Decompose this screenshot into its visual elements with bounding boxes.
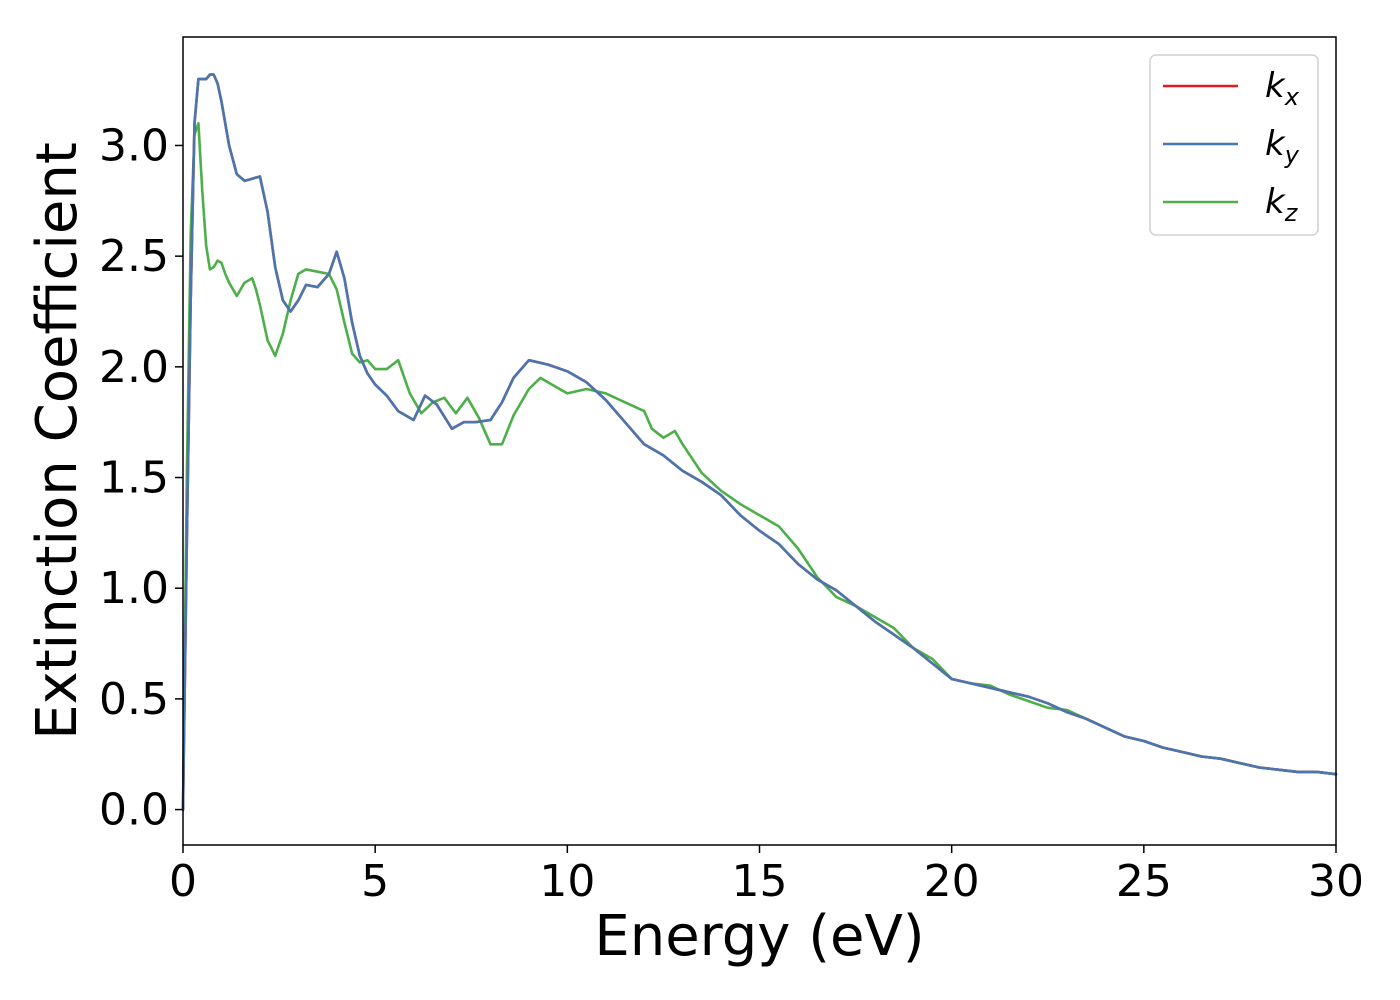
legend-label-x: kx <box>1265 66 1300 111</box>
x-tick-label: 15 <box>732 856 788 907</box>
series-layer <box>181 73 1338 811</box>
x-tick-label: 0 <box>169 856 197 907</box>
x-tick-label: 30 <box>1308 856 1364 907</box>
x-axis: 0 5 10 15 20 25 30 <box>169 845 1364 907</box>
series-line-y <box>181 73 1338 811</box>
y-tick-label: 1.0 <box>99 563 169 614</box>
legend-label-z: kz <box>1265 182 1299 227</box>
x-axis-title: Energy (eV) <box>594 904 924 969</box>
x-tick-label: 10 <box>539 856 595 907</box>
series-line-z <box>181 122 1338 811</box>
x-tick-label: 20 <box>924 856 980 907</box>
y-tick-label: 2.5 <box>99 231 169 282</box>
y-axis-title: Extinction Coefficient <box>25 142 90 740</box>
legend: kx ky kz <box>1149 54 1319 236</box>
y-tick-label: 3.0 <box>99 120 169 171</box>
y-tick-label: 0.5 <box>99 674 169 725</box>
y-axis: 0.0 0.5 1.0 1.5 2.0 2.5 3.0 <box>99 120 183 836</box>
x-tick-label: 25 <box>1116 856 1172 907</box>
y-tick-label: 2.0 <box>99 342 169 393</box>
x-tick-label: 5 <box>361 856 389 907</box>
y-tick-label: 1.5 <box>99 453 169 504</box>
y-tick-label: 0.0 <box>99 785 169 836</box>
legend-label-y: ky <box>1265 124 1300 169</box>
